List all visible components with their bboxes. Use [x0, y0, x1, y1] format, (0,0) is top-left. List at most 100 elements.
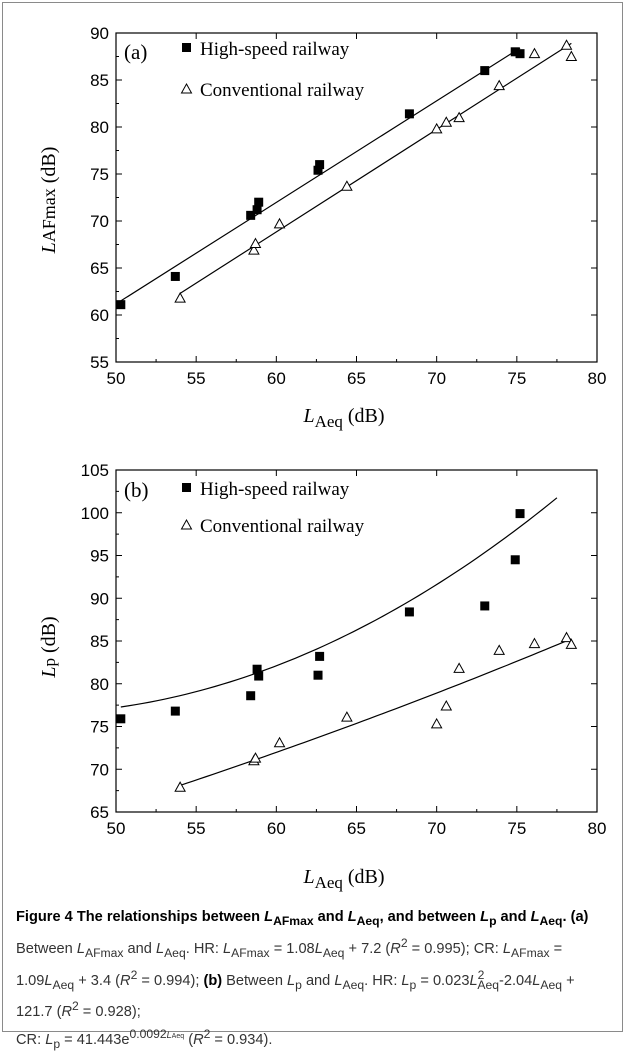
y-tick-label: 65: [90, 259, 109, 278]
y-tick-label: 80: [90, 118, 109, 137]
data-point-square: [252, 205, 262, 215]
data-point-triangle: [248, 244, 260, 255]
fit-line: [179, 42, 572, 294]
data-point-square: [480, 66, 490, 76]
data-point-square: [510, 47, 520, 57]
x-tick-label: 70: [427, 369, 446, 388]
y-tick-label: 85: [90, 71, 109, 90]
legend-label-conventional: Conventional railway: [200, 516, 365, 537]
y-tick-label: 105: [81, 461, 109, 480]
data-point-triangle: [560, 39, 573, 50]
y-tick-label: 95: [90, 547, 109, 566]
caption-heading: Figure 4 The relationships between LAFma…: [16, 909, 567, 928]
panel-label-b: (b): [124, 478, 149, 502]
data-point-square: [480, 601, 490, 611]
y-tick-label: 75: [90, 165, 109, 184]
data-point-square: [404, 109, 414, 119]
x-tick-label: 80: [588, 369, 607, 388]
legend-a: High-speed railway Conventional railway: [180, 39, 365, 101]
data-point-square: [170, 706, 180, 716]
data-point-triangle: [341, 711, 353, 722]
y-axis-label-a: LAFmax (dB): [38, 147, 60, 255]
data-point-triangle: [493, 644, 506, 655]
x-axis-label-a: LAeq (dB): [302, 405, 384, 431]
figure-frame: [2, 2, 623, 1032]
x-tick-label: 65: [347, 369, 366, 388]
y-tick-label: 70: [90, 212, 109, 231]
data-point-triangle: [440, 116, 453, 127]
data-point-square: [252, 664, 262, 674]
data-point-square: [116, 300, 126, 310]
data-point-triangle: [430, 122, 443, 134]
legend-triangle-marker: [180, 82, 193, 94]
y-tick-label: 90: [90, 589, 109, 608]
data-point-square: [515, 49, 525, 59]
data-point-square: [254, 197, 264, 207]
legend-triangle-marker: [180, 518, 193, 530]
plot-area-b: 50 55 60 65 70 75 80 65 70 75 80 85 90 95 100 105: [81, 461, 607, 838]
data-point-square: [313, 165, 323, 175]
legend-square-marker: [182, 43, 191, 52]
data-point-triangle: [565, 638, 578, 649]
data-point-square: [404, 607, 414, 617]
x-tick-label: 60: [267, 369, 286, 388]
data-point-triangle: [249, 752, 262, 763]
data-point-square: [315, 160, 325, 170]
fit-curve: [120, 497, 558, 708]
y-tick-label: 70: [90, 760, 109, 779]
x-tick-label: 50: [107, 819, 126, 838]
data-point-triangle: [273, 736, 286, 748]
legend-label-high-speed: High-speed railway: [200, 39, 350, 60]
data-point-square: [313, 670, 323, 680]
data-point-square: [246, 210, 256, 220]
x-tick-label: 60: [267, 819, 286, 838]
panel-label-a: (a): [124, 40, 147, 64]
figure-caption: Figure 4 The relationships between LAFma…: [16, 909, 589, 1052]
legend-square-marker: [182, 483, 191, 492]
caption-label-a: (a): [570, 909, 589, 925]
data-point-triangle: [528, 47, 541, 59]
x-tick-label: 65: [347, 819, 366, 838]
x-tick-label: 70: [427, 819, 446, 838]
data-point-triangle: [341, 180, 353, 191]
legend-label-conventional: Conventional railway: [200, 80, 365, 101]
fit-curve: [179, 638, 572, 786]
y-tick-label: 80: [90, 675, 109, 694]
y-tick-label: 100: [81, 504, 109, 523]
y-tick-label: 60: [90, 306, 109, 325]
data-point-triangle: [453, 662, 465, 673]
data-point-triangle: [560, 631, 573, 643]
data-point-triangle: [174, 292, 186, 303]
x-tick-label: 80: [588, 819, 607, 838]
data-point-square: [246, 691, 256, 701]
x-tick-label: 75: [507, 369, 526, 388]
x-tick-label: 55: [187, 819, 206, 838]
legend-b: High-speed railway Conventional railway: [180, 479, 365, 537]
data-point-triangle: [273, 217, 286, 229]
data-point-square: [254, 671, 264, 681]
x-tick-label: 55: [187, 369, 206, 388]
y-tick-label: 65: [90, 803, 109, 822]
data-point-triangle: [440, 699, 453, 711]
y-tick-label: 55: [90, 353, 109, 372]
data-point-square: [170, 271, 180, 281]
data-point-triangle: [174, 781, 186, 792]
data-point-triangle: [430, 717, 443, 729]
data-point-triangle: [565, 50, 578, 61]
data-point-triangle: [493, 79, 506, 91]
chart-panel-b: 50 55 60 65 70 75 80 65 70 75 80 85 90 95 100 105 (b) H…: [38, 461, 607, 892]
caption-label-b: (b): [203, 972, 223, 989]
data-point-square: [515, 509, 525, 519]
data-point-square: [315, 651, 325, 661]
x-tick-label: 50: [107, 369, 126, 388]
data-point-square: [116, 714, 126, 724]
legend-label-high-speed: High-speed railway: [200, 479, 350, 500]
y-tick-label: 75: [90, 718, 109, 737]
data-point-triangle: [453, 111, 465, 123]
y-tick-label: 90: [90, 24, 109, 43]
x-axis-label-b: LAeq (dB): [302, 866, 384, 892]
data-point-square: [510, 555, 520, 565]
x-tick-label: 75: [507, 819, 526, 838]
